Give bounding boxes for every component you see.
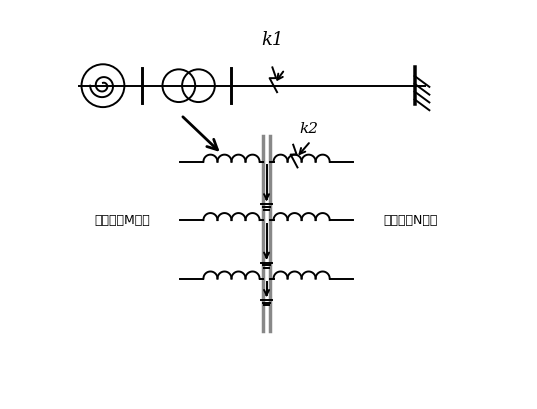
Text: k2: k2 [299,121,318,135]
Text: k1: k1 [261,31,284,49]
Text: 一次侧（M端）: 一次侧（M端） [95,213,150,227]
Text: 二次侧（N端）: 二次侧（N端） [383,213,438,227]
